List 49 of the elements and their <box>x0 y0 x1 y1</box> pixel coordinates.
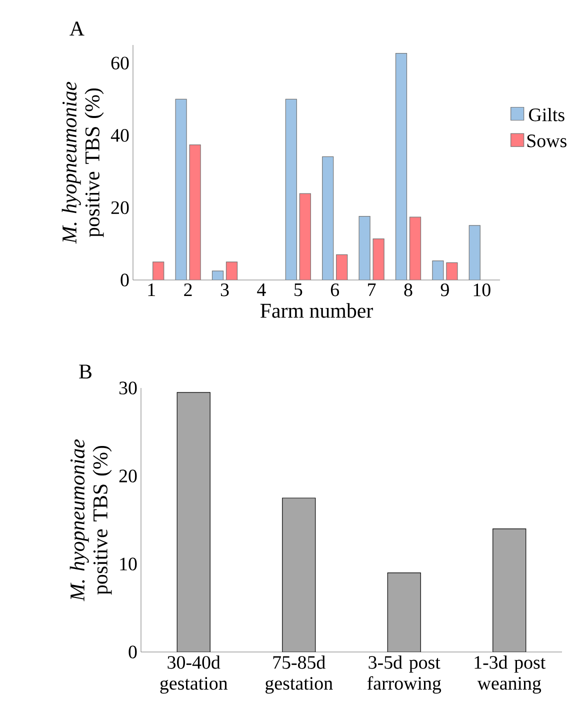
bar <box>176 392 210 652</box>
bar <box>336 254 348 280</box>
x-tick-label: 5 <box>294 284 302 296</box>
y-tick-label: 60 <box>111 56 129 70</box>
bar <box>299 193 311 280</box>
x-tick-label: 2 <box>184 284 192 296</box>
x-tick-label: 7 <box>368 284 376 296</box>
y-axis-title: M. hyopneumoniae positive TBS (%) <box>70 439 112 602</box>
bar <box>446 262 458 280</box>
chart-title: B <box>79 364 92 378</box>
y-tick-label: 10 <box>120 558 137 570</box>
x-tick-label: 30-40d gestation <box>160 656 228 694</box>
x-axis-title: Farm number <box>260 303 373 318</box>
bar <box>285 98 297 280</box>
x-tick-label: 6 <box>330 284 340 296</box>
legend-label: Sows <box>527 134 566 148</box>
x-tick-label: 75-85d gestation <box>266 656 333 694</box>
x-tick-label: 10 <box>474 284 490 296</box>
bar <box>282 498 316 652</box>
x-tick-label: 4 <box>257 284 266 296</box>
bar <box>358 216 370 280</box>
x-tick-label: 3 <box>220 284 229 296</box>
y-axis-title: M. hyopneumoniae positive TBS (%) <box>62 82 104 244</box>
x-tick-label: 9 <box>440 284 449 296</box>
y-tick-label: 20 <box>119 470 137 482</box>
x-tick-label: 8 <box>404 284 412 296</box>
bar <box>189 144 201 280</box>
bar <box>372 238 384 280</box>
chart-title: A <box>70 22 84 36</box>
y-tick-label: 20 <box>111 201 129 214</box>
legend-label: Gilts <box>529 108 564 122</box>
bar <box>387 572 421 652</box>
x-tick-label: 1 <box>148 284 155 296</box>
x-tick-label: 3-5d post farrowing <box>367 656 442 694</box>
y-tick-label: 0 <box>120 274 129 286</box>
bar <box>468 225 480 280</box>
bar <box>395 53 408 280</box>
bar <box>322 156 334 280</box>
bar <box>409 216 422 280</box>
bar <box>212 270 224 280</box>
y-tick-label: 0 <box>128 646 137 658</box>
bar <box>226 262 238 280</box>
x-tick-label: 1-3d post weaning <box>474 656 546 694</box>
y-tick-label: 40 <box>110 129 129 142</box>
y-tick-label: 30 <box>119 382 137 394</box>
bar <box>492 528 526 652</box>
bar <box>175 98 187 280</box>
bar <box>432 260 444 280</box>
bar <box>152 262 164 280</box>
